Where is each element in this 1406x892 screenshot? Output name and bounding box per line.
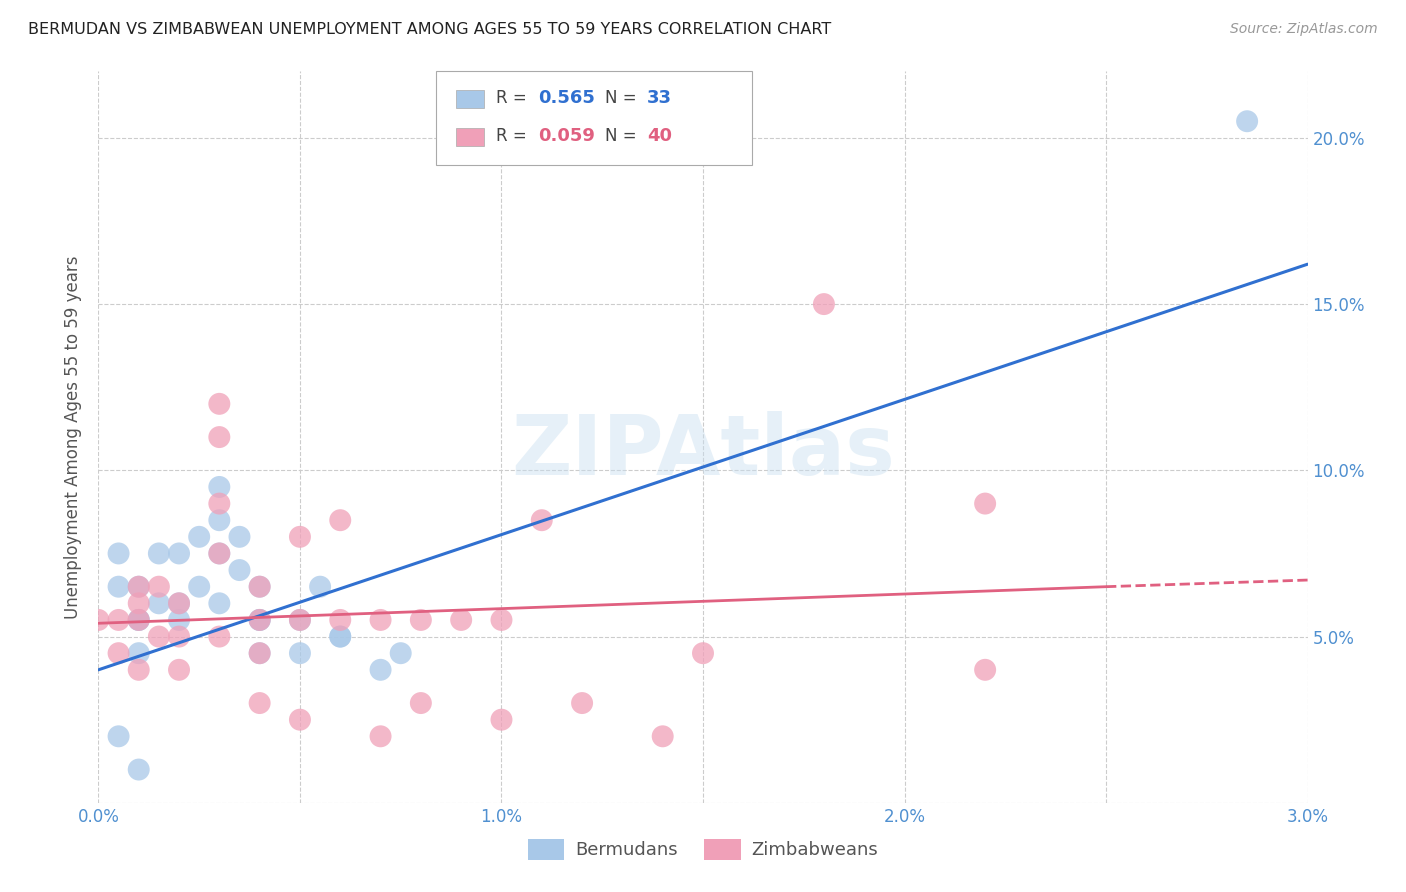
Text: 0.059: 0.059 [538,128,595,145]
Point [167,596,190,610]
Point [249,646,271,660]
Point [87,613,110,627]
Point [249,646,271,660]
Point [208,430,231,444]
Point [389,646,412,660]
Point [208,480,231,494]
Point [974,497,997,511]
Point [208,513,231,527]
Point [249,613,271,627]
Point [249,696,271,710]
Point [128,580,150,594]
Point [370,613,392,627]
Point [148,596,170,610]
Point [107,646,129,660]
Y-axis label: Unemployment Among Ages 55 to 59 years: Unemployment Among Ages 55 to 59 years [65,255,83,619]
Point [167,546,190,560]
Point [329,630,352,644]
Point [167,613,190,627]
Text: 0.565: 0.565 [538,89,595,107]
Point [208,397,231,411]
Text: 33: 33 [647,89,672,107]
Point [249,613,271,627]
Point [491,713,513,727]
Point [188,580,211,594]
Point [208,596,231,610]
Legend: Bermudans, Zimbabweans: Bermudans, Zimbabweans [520,831,886,867]
Point [128,613,150,627]
Point [128,613,150,627]
Point [651,729,673,743]
Point [249,613,271,627]
Text: Source: ZipAtlas.com: Source: ZipAtlas.com [1230,22,1378,37]
Text: N =: N = [605,89,641,107]
Point [692,646,714,660]
Text: R =: R = [496,89,533,107]
Point [370,663,392,677]
Point [208,630,231,644]
Point [329,630,352,644]
Text: R =: R = [496,128,533,145]
Point [128,580,150,594]
Point [208,546,231,560]
Point [329,613,352,627]
Point [228,563,250,577]
Point [530,513,553,527]
Point [329,513,352,527]
Point [288,646,311,660]
Point [208,546,231,560]
Point [571,696,593,710]
Point [107,580,129,594]
Point [288,613,311,627]
Text: N =: N = [605,128,641,145]
Point [208,497,231,511]
Point [148,546,170,560]
Point [288,713,311,727]
Point [409,696,432,710]
Point [107,546,129,560]
Point [128,763,150,777]
Text: BERMUDAN VS ZIMBABWEAN UNEMPLOYMENT AMONG AGES 55 TO 59 YEARS CORRELATION CHART: BERMUDAN VS ZIMBABWEAN UNEMPLOYMENT AMON… [28,22,831,37]
Point [188,530,211,544]
Point [409,613,432,627]
Point [1236,114,1258,128]
Point [167,596,190,610]
Point [450,613,472,627]
Point [128,663,150,677]
Point [974,663,997,677]
Point [228,530,250,544]
Text: 40: 40 [647,128,672,145]
Point [288,530,311,544]
Point [370,729,392,743]
Point [813,297,835,311]
Point [167,663,190,677]
Point [107,729,129,743]
Point [288,613,311,627]
Point [107,613,129,627]
Point [249,580,271,594]
Point [491,613,513,627]
Point [309,580,332,594]
Text: ZIPAtlas: ZIPAtlas [510,411,896,492]
Point [148,580,170,594]
Point [148,630,170,644]
Point [128,646,150,660]
Point [167,630,190,644]
Point [128,613,150,627]
Point [128,596,150,610]
Point [249,580,271,594]
